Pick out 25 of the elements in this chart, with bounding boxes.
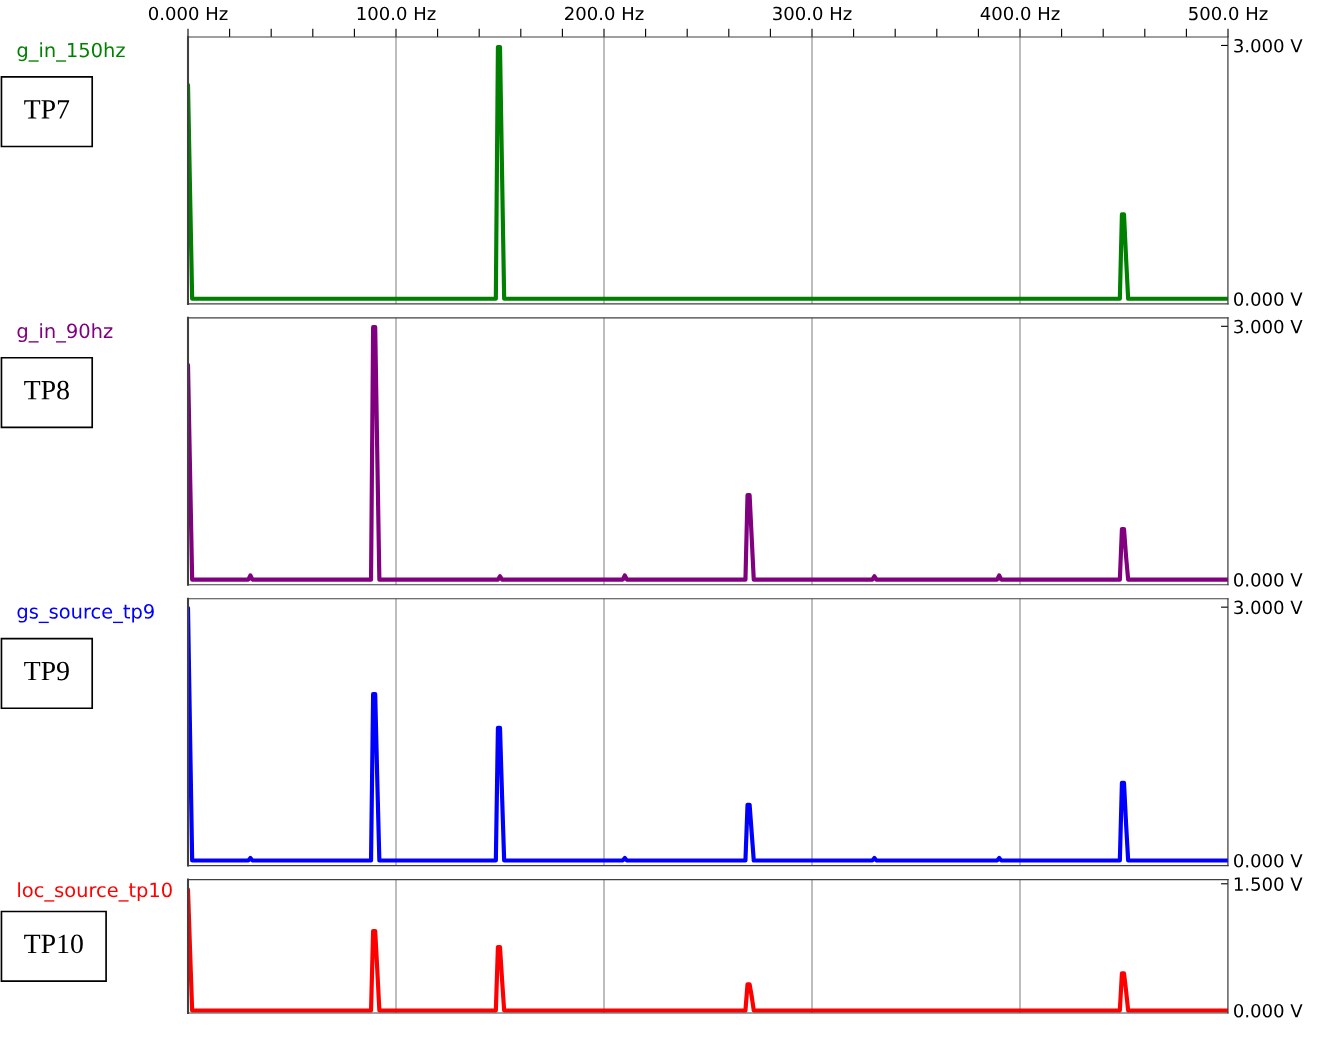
y-tick-label: 0.000 V [1234,573,1303,587]
text: TP8 [24,380,69,400]
x-tick-label: 500.0 Hz [1189,6,1268,21]
series-label: gs_source_tp9 [17,604,154,624]
y-tick-label: 0.000 V [1234,853,1303,868]
line-series [188,45,1228,301]
y-tick-label: 3.000 V [1234,319,1303,334]
series-label: loc_source_tp10 [18,882,172,902]
text: g_in_90hz [17,323,113,343]
x-tick-label: 200.0 Hz [565,6,644,21]
x-tick-label: 0.000 Hz [148,6,228,21]
x-tick-label: 100.0 Hz [357,6,436,21]
line-series [188,605,1228,863]
y-tick-label: 3.000 V [1234,600,1303,615]
y-tick-label: 3.000 V [1234,38,1303,53]
y-tick-label: 0.000 V [1234,292,1303,306]
text: TP7 [24,100,70,119]
text: TP9 [24,661,69,681]
x-tick-label: 400.0 Hz [980,6,1060,21]
x-tick-label: 300.0 Hz [773,6,852,21]
text: g_in_150hz [17,42,125,62]
y-tick-label: 1.500 V [1234,877,1303,891]
text: TP10 [24,934,83,954]
y-tick-label: 0.000 V [1234,1003,1303,1018]
line-series [188,325,1228,582]
